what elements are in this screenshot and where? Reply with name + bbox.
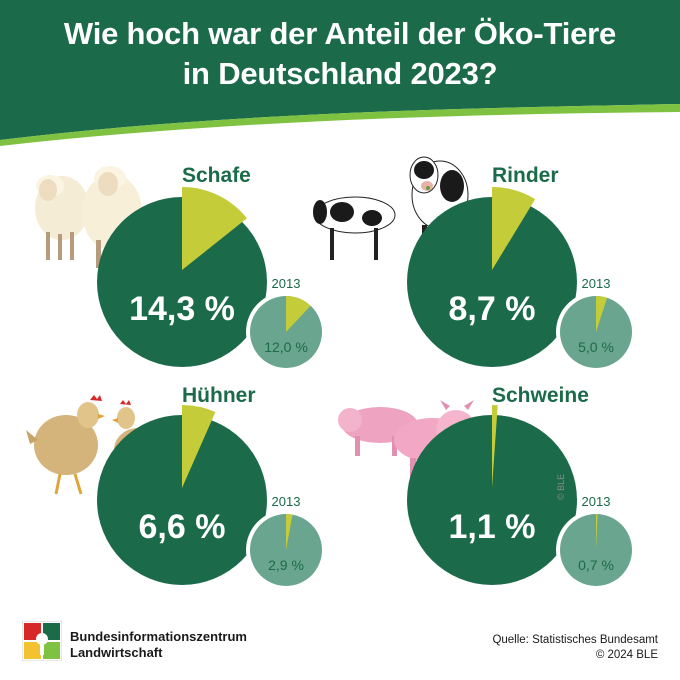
header-swoosh xyxy=(0,104,680,146)
pie-2013-schweine-slice xyxy=(596,513,598,550)
title-line-1: Wie hoch war der Anteil der Öko-Tiere xyxy=(63,16,617,51)
pie-2023-huehner-label: 6,6 % xyxy=(139,508,226,546)
page-title: Wie hoch war der Anteil der Öko-Tiere in… xyxy=(0,14,680,94)
source-note: Quelle: Statistisches Bundesamt © 2024 B… xyxy=(492,633,658,663)
pie-2023-schweine-slice xyxy=(492,405,498,488)
header-band xyxy=(0,0,680,140)
pie-2023-huehner-slice xyxy=(182,405,216,488)
pie-2023-rinder-slice xyxy=(492,187,536,270)
pie-2013-huehner-year: 2013 xyxy=(272,494,301,509)
org-line-1: Bundesinformationszentrum xyxy=(70,629,247,644)
pie-2013-rinder-label: 5,0 % xyxy=(578,339,614,355)
pie-2013-rinder-slice xyxy=(596,296,608,332)
pie-2023-schweine-base xyxy=(407,415,577,585)
copyright-line: © 2024 BLE xyxy=(595,649,658,661)
source-line: Quelle: Statistisches Bundesamt xyxy=(492,634,658,646)
pie-2023-schafe-label: 14,3 % xyxy=(129,290,235,328)
pie-2013-schafe-slice xyxy=(286,296,311,332)
category-name-rinder: Rinder xyxy=(492,164,559,187)
pie-2023-rinder-base xyxy=(407,197,577,367)
pie-2013-huehner-label: 2,9 % xyxy=(268,557,304,573)
pie-2013-huehner-slice xyxy=(286,514,293,550)
image-credit: © BLE xyxy=(556,473,566,500)
pie-2013-rinder-year: 2013 xyxy=(582,276,611,291)
pie-2023-schweine-label: 1,1 % xyxy=(449,508,536,546)
pie-2013-schafe-label: 12,0 % xyxy=(264,339,308,355)
pie-charts: 14,3 % Schafe 2013 12,0 % 8,7 % Rinder 2013 5,0… xyxy=(97,164,636,590)
pie-2023-schafe-base xyxy=(97,197,267,367)
ble-logo-icon xyxy=(22,621,62,661)
org-line-2: Landwirtschaft xyxy=(70,645,163,660)
pie-2023-schafe-slice xyxy=(182,187,247,270)
pie-2023-huehner-base xyxy=(97,415,267,585)
organization-name: Bundesinformationszentrum Landwirtschaft xyxy=(70,629,247,661)
category-name-huehner: Hühner xyxy=(182,384,256,407)
title-line-2: in Deutschland 2023? xyxy=(182,56,498,91)
pie-2013-schweine-label: 0,7 % xyxy=(578,557,614,573)
category-name-schafe: Schafe xyxy=(182,164,251,187)
pie-2013-schafe-year: 2013 xyxy=(272,276,301,291)
category-name-schweine: Schweine xyxy=(492,384,589,407)
pie-2013-schweine-year: 2013 xyxy=(582,494,611,509)
pie-2023-rinder-label: 8,7 % xyxy=(449,290,536,328)
